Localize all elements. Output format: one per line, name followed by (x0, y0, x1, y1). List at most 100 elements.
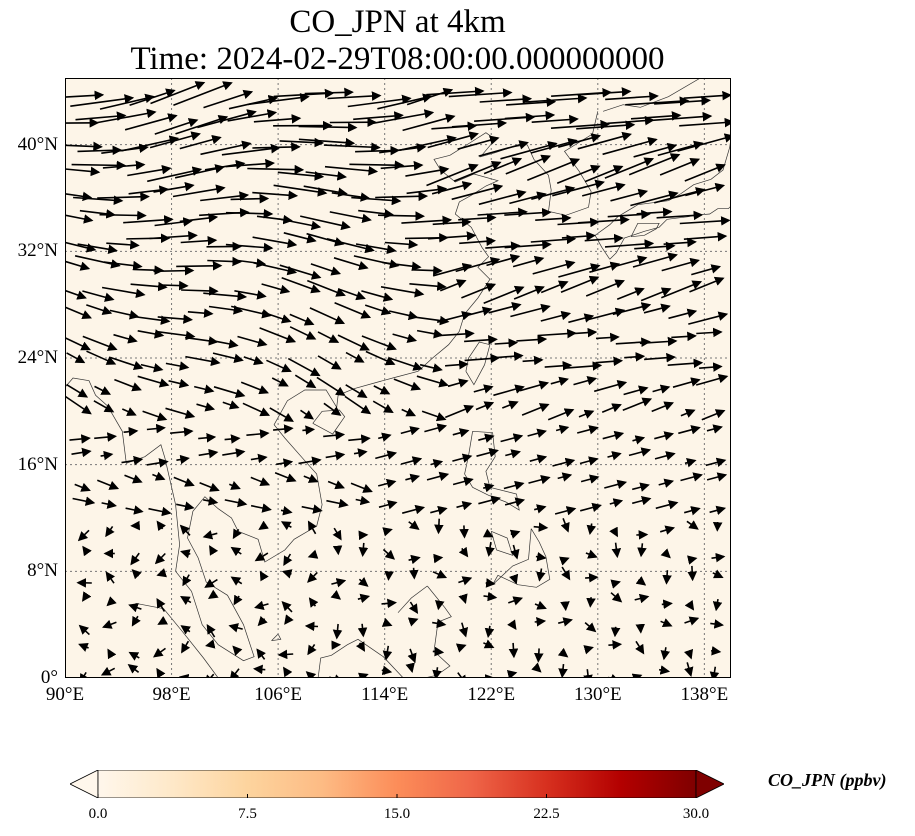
wind-arrow (279, 264, 322, 280)
wind-arrow (273, 424, 294, 434)
wind-arrow (556, 164, 601, 185)
wind-arrow (222, 448, 246, 458)
wind-arrow (701, 409, 726, 421)
wind-arrow (452, 428, 470, 438)
wind-arrow (75, 111, 127, 121)
wind-arrow (632, 252, 678, 268)
wind-arrow (604, 239, 655, 249)
wind-arrow (204, 159, 246, 171)
wind-arrow (421, 410, 447, 422)
wind-arrow (407, 617, 419, 627)
wind-arrow (426, 163, 479, 187)
wind-arrow (683, 648, 694, 660)
wind-arrow (146, 423, 166, 434)
lon-tick-label: 130°E (573, 684, 622, 705)
wind-arrow (131, 569, 142, 580)
wind-arrow (552, 457, 576, 468)
wind-arrow (650, 111, 713, 122)
wind-arrow (609, 526, 618, 538)
wind-arrow (654, 96, 711, 106)
wind-arrow (142, 410, 168, 422)
wind-arrow (345, 384, 368, 399)
wind-arrow (684, 616, 700, 626)
wind-arrow (221, 143, 281, 156)
wind-arrow (381, 617, 393, 627)
wind-arrow (635, 576, 647, 586)
wind-arrow (576, 120, 636, 131)
wind-arrow (250, 453, 268, 464)
wind-arrow (380, 160, 424, 171)
wind-arrow (530, 234, 577, 245)
wind-arrow (610, 626, 621, 638)
lon-tick-label: 90°E (45, 684, 85, 705)
wind-arrow (612, 302, 652, 316)
wind-arrow (557, 472, 573, 482)
wind-arrow (393, 378, 422, 391)
wind-arrow (504, 110, 556, 121)
wind-arrow (534, 617, 547, 627)
wind-arrow (309, 307, 346, 325)
wind-arrow (628, 447, 652, 457)
wind-arrow (427, 131, 479, 149)
wind-arrow (209, 545, 219, 556)
wind-arrow (483, 591, 498, 602)
wind-arrow (509, 573, 519, 585)
wind-arrow (426, 86, 485, 97)
wind-arrow (300, 409, 315, 420)
wind-arrow (602, 137, 658, 156)
wind-arrow (227, 109, 278, 122)
wind-arrow (165, 361, 190, 371)
wind-arrow (146, 458, 169, 468)
wind-arrow (203, 89, 254, 109)
wind-arrow (444, 404, 475, 419)
wind-arrow (580, 474, 600, 484)
wind-arrow (225, 158, 275, 169)
wind-arrow (401, 215, 453, 226)
wind-arrow (266, 359, 292, 373)
wind-arrow (585, 279, 625, 297)
wind-arrow (102, 160, 146, 171)
wind-arrow (329, 211, 372, 224)
wind-arrow (101, 499, 117, 509)
wind-arrow (432, 217, 472, 228)
wind-arrow (494, 338, 519, 348)
wind-arrow (651, 401, 674, 413)
wind-arrow (643, 303, 671, 314)
wind-arrow (411, 265, 443, 276)
wind-arrow (99, 210, 147, 221)
wind-arrow (165, 407, 196, 419)
wind-arrow (632, 435, 646, 445)
wind-arrow (400, 456, 423, 466)
wind-arrow (283, 232, 317, 244)
wind-arrow (595, 332, 620, 343)
lat-tick-label: 24°N (17, 347, 58, 368)
wind-arrow (246, 429, 270, 439)
wind-arrow (660, 548, 671, 559)
colorbar-tick-label: 22.5 (533, 806, 560, 822)
wind-arrow (358, 208, 395, 219)
wind-arrow (505, 154, 551, 175)
wind-arrow (405, 662, 415, 673)
wind-arrow (305, 171, 347, 181)
wind-arrow (558, 617, 573, 627)
wind-arrow (610, 579, 621, 589)
wind-arrow (93, 400, 115, 413)
wind-arrow (710, 646, 722, 656)
wind-arrow (696, 327, 723, 338)
wind-arrow (205, 639, 216, 649)
wind-arrow (324, 165, 379, 176)
wind-arrow (172, 184, 226, 198)
wind-arrow (436, 329, 475, 339)
wind-arrow (612, 255, 648, 268)
wind-arrow (254, 600, 269, 610)
wind-arrow (187, 308, 214, 318)
colorbar-tick-label: 7.5 (238, 806, 257, 822)
wind-arrow (689, 276, 725, 293)
wind-arrow (407, 648, 417, 664)
wind-arrow (212, 352, 244, 363)
wind-arrow (298, 137, 356, 148)
map-canvas (65, 78, 731, 678)
wind-arrow (573, 376, 598, 386)
wind-arrow (204, 673, 215, 678)
wind-arrow (610, 592, 623, 603)
